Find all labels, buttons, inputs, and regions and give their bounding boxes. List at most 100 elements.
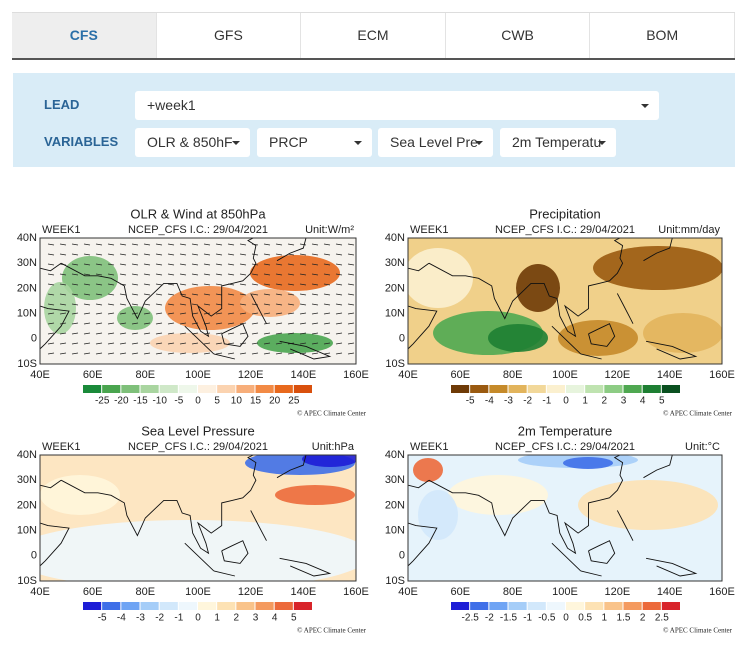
colorbar-label: 1 xyxy=(602,613,608,624)
wind-arrow xyxy=(239,243,247,246)
coastline xyxy=(40,305,70,350)
wind-arrow xyxy=(107,263,115,266)
lat-label: 0 xyxy=(31,550,37,562)
colorbar-box xyxy=(585,385,604,393)
lon-label: 120E xyxy=(604,586,630,598)
lat-label: 10N xyxy=(17,308,37,320)
colorbar-box xyxy=(274,385,293,393)
wind-arrow xyxy=(251,332,259,335)
wind-arrow xyxy=(215,243,223,246)
wind-arrow xyxy=(155,303,163,306)
colorbar-label: -20 xyxy=(114,396,129,407)
wind-arrow xyxy=(299,243,307,246)
tab[interactable]: GFS xyxy=(157,13,302,58)
wind-arrow xyxy=(107,283,115,286)
wind-arrow xyxy=(143,253,151,256)
wind-arrow xyxy=(179,342,187,345)
field-blob xyxy=(257,333,333,353)
coastline xyxy=(221,540,249,564)
wind-arrow xyxy=(59,243,67,246)
wind-arrow xyxy=(203,342,211,345)
wind-arrow xyxy=(323,352,331,355)
coastline xyxy=(551,325,582,355)
lon-label: 40E xyxy=(398,586,418,598)
coastline xyxy=(428,238,624,338)
wind-arrow xyxy=(263,342,271,345)
lead-select[interactable]: +week1 xyxy=(135,91,659,120)
wind-arrow xyxy=(71,352,79,355)
wind-arrow xyxy=(287,293,295,296)
wind-arrow xyxy=(119,253,127,256)
colorbar-box xyxy=(489,602,508,610)
wind-arrow xyxy=(131,263,139,266)
wind-arrow xyxy=(287,322,295,325)
wind-arrow xyxy=(215,352,223,355)
lat-label: 10S xyxy=(17,575,37,587)
wind-arrow xyxy=(311,312,319,315)
colorbar-label: -2 xyxy=(485,613,494,624)
wind-arrow xyxy=(143,303,151,306)
wind-arrow xyxy=(83,322,91,325)
wind-arrow xyxy=(107,332,115,335)
variable-select[interactable]: PRCP xyxy=(257,128,372,157)
map-frame xyxy=(39,237,357,365)
wind-arrow xyxy=(83,263,91,266)
map-panel: Precipitation WEEK1 NCEP_CFS I.C.: 29/04/2… xyxy=(385,206,735,417)
wind-arrow xyxy=(203,243,211,246)
wind-arrow xyxy=(335,253,343,256)
wind-arrow xyxy=(71,263,79,266)
wind-arrow xyxy=(95,303,103,306)
wind-arrow xyxy=(239,263,247,266)
wind-arrow xyxy=(167,332,175,335)
colorbar-label: -5 xyxy=(98,613,107,624)
wind-arrow xyxy=(47,283,55,286)
colorbar-box xyxy=(585,602,604,610)
wind-arrow xyxy=(119,273,127,276)
lon-label: 160E xyxy=(343,586,369,598)
wind-arrow xyxy=(191,342,199,345)
wind-arrow xyxy=(227,322,235,325)
wind-arrow xyxy=(131,273,139,276)
wind-arrow xyxy=(179,243,187,246)
colorbar-box xyxy=(159,602,178,610)
colorbar-box xyxy=(293,602,312,610)
wind-arrow xyxy=(95,273,103,276)
wind-arrow xyxy=(59,352,67,355)
lon-label: 100E xyxy=(185,586,211,598)
wind-arrow xyxy=(275,303,283,306)
wind-arrow xyxy=(95,293,103,296)
wind-arrow xyxy=(179,312,187,315)
map-title: Sea Level Pressure xyxy=(141,423,254,438)
colorbar-label: -25 xyxy=(95,396,110,407)
wind-arrow xyxy=(263,253,271,256)
tab[interactable]: ECM xyxy=(301,13,446,58)
coastline xyxy=(40,262,62,272)
lead-label: LEAD xyxy=(44,97,80,112)
tab[interactable]: CWB xyxy=(446,13,591,58)
lat-label: 30N xyxy=(17,474,37,486)
field-blob xyxy=(488,324,548,352)
variable-select[interactable]: OLR & 850hF xyxy=(135,128,250,157)
colorbar-box xyxy=(642,385,661,393)
wind-arrow xyxy=(179,273,187,276)
map-title: Precipitation xyxy=(529,206,601,221)
coastline xyxy=(580,353,602,360)
variable-select[interactable]: 2m Temperatu xyxy=(500,128,616,157)
wind-arrow xyxy=(311,303,319,306)
wind-arrow xyxy=(155,293,163,296)
variable-select[interactable]: Sea Level Pre xyxy=(378,128,493,157)
wind-arrow xyxy=(71,342,79,345)
tab[interactable]: BOM xyxy=(590,13,735,58)
tab[interactable]: CFS xyxy=(12,13,157,58)
lon-label: 40E xyxy=(398,369,418,381)
map-panel: Sea Level Pressure WEEK1 NCEP_CFS I.C.: 29… xyxy=(17,423,369,634)
colorbar-box xyxy=(140,602,159,610)
wind-arrow xyxy=(107,303,115,306)
wind-arrow xyxy=(263,273,271,276)
lat-label: 10S xyxy=(17,358,37,370)
colorbar-label: 4 xyxy=(640,396,646,407)
wind-arrow xyxy=(143,283,151,286)
wind-arrow xyxy=(239,283,247,286)
wind-arrow xyxy=(251,312,259,315)
wind-arrow xyxy=(107,273,115,276)
